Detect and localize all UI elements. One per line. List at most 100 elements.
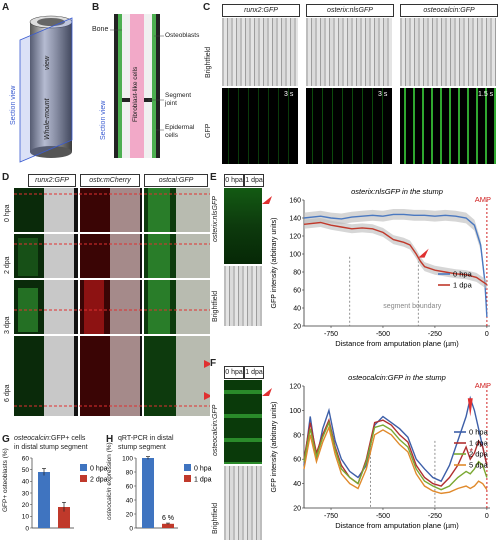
g-title-line2: in distal stump segment [14,444,88,451]
c-header-osteocalcin: osteocalcin:GFP [400,4,498,17]
c-brightfield-image-1 [222,18,298,86]
d-row-0hpa: 0 hpa [4,204,11,222]
c-header-osterix: osterix:nlsGFP [306,4,394,17]
legend-label: 2 dpa [90,477,108,484]
y-tick-label: 50 [22,467,30,474]
f-img-ylabel: osteocalcin:GFP [212,404,219,456]
y-tick-label: 40 [22,479,30,486]
x-tick-label: -250 [428,331,442,338]
legend-label: 0 hpa [453,270,473,279]
f-hdr-1dpa: 1 dpa [244,366,264,379]
y-tick-label: 10 [22,514,30,521]
panel-a-label: A [2,2,10,13]
legend-label: 0 hpa [194,466,212,473]
y-tick-label: 60 [22,455,30,462]
bone-schematic-diagram [19,15,73,163]
c-header-runx2: runx2:GFP [222,4,300,17]
d-row-3dpa: 3 dpa [4,316,11,334]
y-axis-label: GFP intensity (arbitrary units) [271,218,278,309]
a-view-label: view [44,55,51,70]
legend-label: 5 dpa [469,461,489,470]
c-exposure-2: 3 s [378,91,388,98]
c-gfp-image-1 [222,88,298,164]
y-tick-label: 40 [293,306,301,313]
legend-label: 1 dpa [469,439,489,448]
d-header-runx2: runx2:GFP [28,174,76,187]
d-row-2dpa: 2 dpa [4,256,11,274]
chart-title: osteocalcin:GFP in the stump [348,373,446,382]
amp-label: AMP [475,381,491,390]
f-bf-ylabel: Brightfield [212,502,219,534]
e-bf-ylabel: Brightfield [212,290,219,322]
x-axis-label: Distance from amputation plane (µm) [335,339,459,348]
y-tick-label: 80 [293,432,301,439]
b-epidermal-label: Epidermal cells [165,124,195,139]
b-fibroblast-label: Fibroblast-like cells [132,66,139,122]
legend-label: 1 dpa [194,477,212,484]
x-tick-label: -750 [324,513,338,520]
x-tick-label: 0 [485,331,489,338]
y-tick-label: 160 [289,198,301,205]
legend-label: 0 hpa [469,428,489,437]
g-title-line1: osteocalcin:GFP+ cells [14,435,86,442]
panel-b-label: B [92,2,100,13]
segment-boundary-label: segment boundary [383,303,441,310]
panel-c-label: C [203,2,211,13]
c-gfp-image-2 [306,88,392,164]
e-img-ylabel: osterix:nlsGFP [212,196,219,242]
e-hdr-1dpa: 1 dpa [244,174,264,187]
h-title-line2: stump segment [118,444,166,451]
f-hdr-0hpa: 0 hpa [224,366,244,379]
y-tick-label: 30 [22,490,30,497]
y-tick-label: 20 [22,502,30,509]
f-chart-arrow-icon [467,398,473,417]
y-tick-label: 60 [293,288,301,295]
y-tick-label: 20 [293,506,301,513]
legend-label: 1 dpa [453,281,473,290]
series-line-0-hpa [303,213,488,318]
legend-label: 2 dpa [469,450,489,459]
h-bar-value-label: 6 % [162,515,174,522]
y-tick-label: 60 [126,483,134,490]
y-tick-label: 120 [289,234,301,241]
b-osteoblasts-label: Osteoblasts [165,32,200,39]
d-row-6dpa: 6 dpa [4,384,11,402]
f-brightfield-images [224,466,262,540]
bar-0-hpa [38,472,50,528]
series-line-2-dpa [303,420,488,491]
d-header-ostx: ostx:mCherry [80,174,140,187]
bar-1-dpa [162,523,174,528]
chart-h-bar: 0 20 40 60 80 100 0 hpa 1 dpa 6 % [122,455,212,532]
chart-g-bar: 0 10 20 30 40 50 60 0 hpa 2 dpa [22,455,108,532]
y-tick-label: 140 [289,216,301,223]
chart-e-osterix: osterix:nlsGFP in the stump 20 40 60 80 100 12… [271,187,491,348]
c-exposure-1: 3 s [284,91,294,98]
y-tick-label: 40 [126,497,134,504]
y-tick-label: 0 [129,525,133,532]
h-title-line1: qRT-PCR in distal [118,435,174,442]
panel-h-label: H [106,434,114,445]
y-tick-label: 100 [289,252,301,259]
y-tick-label: 20 [126,511,134,518]
y-tick-label: 100 [122,455,133,462]
bar-2-dpa [58,507,70,528]
d-image-grid [14,188,210,416]
x-tick-label: -250 [428,513,442,520]
panel-d-label: D [2,172,10,183]
y-tick-label: 40 [293,481,301,488]
y-tick-label: 120 [289,384,301,391]
y-tick-label: 60 [293,457,301,464]
chart-f-osteocalcin: osteocalcin:GFP in the stump 20 40 60 80 100 1… [271,373,491,530]
amp-label: AMP [475,195,491,204]
legend-swatch [80,475,87,482]
series-line-5-dpa [303,425,488,495]
b-segment-joint-label: Segment joint [165,92,192,107]
y-tick-label: 80 [126,469,134,476]
e-chart-arrow-icon [418,248,429,258]
e-red-arrow-icon [262,196,272,204]
series-line-1-dpa [303,221,488,286]
y-tick-label: 20 [293,324,301,331]
panel-e-label: E [210,172,217,183]
y-tick-label: 100 [289,408,301,415]
y-tick-label: 80 [293,270,301,277]
